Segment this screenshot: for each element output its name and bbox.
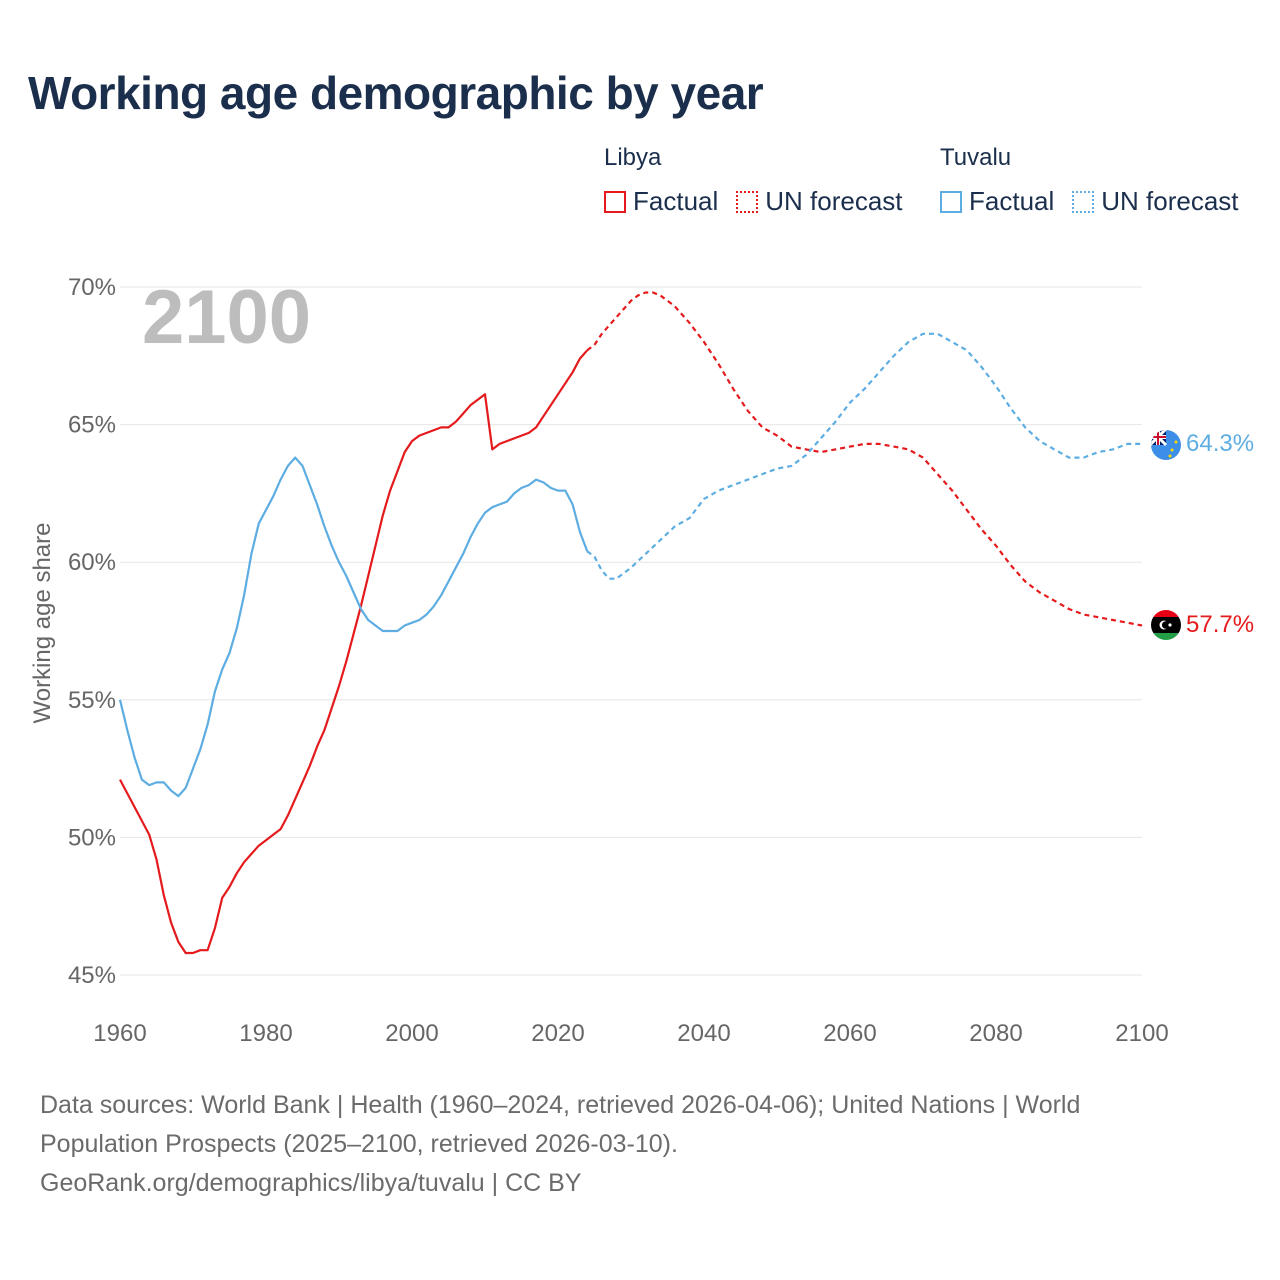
libya-flag-icon [1151, 610, 1181, 640]
x-tick-label-1980: 1980 [239, 1020, 292, 1047]
end-label-libya: 57.7% [1186, 611, 1254, 638]
end-label-tuvalu: 64.3% [1186, 430, 1254, 457]
legend-country-libya: Libya [604, 144, 662, 171]
series-line-tuvalu-factual [118, 456, 589, 798]
sources-attribution[interactable]: GeoRank.org/demographics/libya/tuvalu | … [40, 1169, 582, 1197]
data-sources: Data sources: World Bank | Health (1960–… [40, 1086, 1240, 1203]
series-line-tuvalu-forecast [586, 332, 1142, 580]
x-tick-label-2080: 2080 [969, 1020, 1022, 1047]
legend-item-tuvalu-factual[interactable]: Factual [940, 186, 1054, 217]
legend-swatch-tuvalu-forecast [1072, 190, 1095, 213]
y-tick-label-55: 55% [68, 687, 116, 714]
x-tick-label-2060: 2060 [823, 1020, 876, 1047]
y-tick-label-70: 70% [68, 274, 116, 301]
legend-item-libya-forecast[interactable]: UN forecast [736, 186, 903, 217]
legend-label-libya-forecast: UN forecast [765, 186, 903, 216]
x-tick-label-2040: 2040 [677, 1020, 730, 1047]
y-tick-label-65: 65% [68, 412, 116, 439]
x-tick-label-1960: 1960 [93, 1020, 146, 1047]
series-line-libya-factual [119, 349, 589, 955]
legend-swatch-tuvalu-factual [940, 190, 962, 213]
sources-line-2: Population Prospects (2025–2100, retriev… [40, 1130, 678, 1158]
legend-swatch-libya-forecast [736, 190, 759, 213]
y-tick-label-60: 60% [68, 549, 116, 576]
legend-item-libya-factual[interactable]: Factual [604, 186, 718, 217]
line-chart: 45% 50% 55% 60% 65% 70% 1960 1980 2000 2020 2040 2… [29, 274, 1254, 1047]
legend-item-tuvalu-forecast[interactable]: UN forecast [1072, 186, 1239, 217]
series-lines [118, 291, 1143, 955]
legend-country-tuvalu: Tuvalu [940, 144, 1012, 171]
legend-label-libya-factual: Factual [633, 186, 719, 216]
year-overlay: 2100 [142, 275, 311, 360]
y-axis-ticks: 45% 50% 55% 60% 65% 70% [68, 274, 116, 989]
grid-lines [120, 286, 1142, 976]
sources-line-1: Data sources: World Bank | Health (1960–… [40, 1091, 1081, 1119]
x-tick-label-2000: 2000 [385, 1020, 438, 1047]
y-axis-label: Working age share [29, 523, 56, 724]
chart-title: Working age demographic by year [28, 67, 764, 119]
y-tick-label-50: 50% [68, 824, 116, 851]
series-line-libya-forecast [586, 291, 1143, 627]
x-tick-label-2020: 2020 [531, 1020, 584, 1047]
legend-tuvalu: Tuvalu Factual UN forecast [940, 144, 1239, 217]
legend-label-tuvalu-factual: Factual [969, 186, 1055, 216]
y-tick-label-45: 45% [68, 962, 116, 989]
legend-label-tuvalu-forecast: UN forecast [1101, 186, 1239, 216]
x-tick-label-2100: 2100 [1115, 1020, 1168, 1047]
legend-swatch-libya-factual [604, 190, 626, 213]
tuvalu-flag-icon [1151, 430, 1181, 460]
legend-libya: Libya Factual UN forecast [604, 144, 921, 217]
x-axis-ticks: 1960 1980 2000 2020 2040 2060 2080 2100 [93, 1020, 1168, 1047]
